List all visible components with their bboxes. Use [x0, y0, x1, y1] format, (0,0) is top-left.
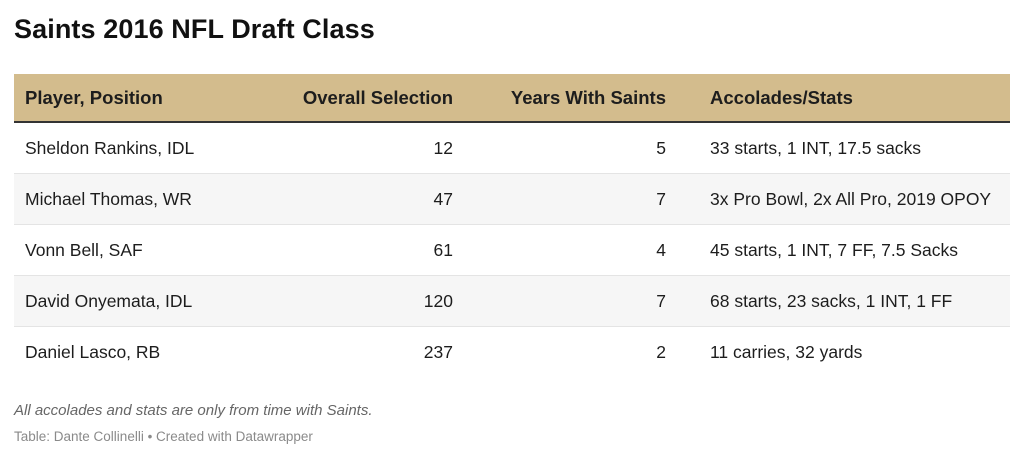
column-header-player[interactable]: Player, Position [14, 74, 261, 123]
column-header-accolades[interactable]: Accolades/Stats [666, 74, 1010, 123]
cell-overall-selection: 47 [261, 173, 453, 225]
cell-player: Vonn Bell, SAF [14, 224, 261, 276]
cell-accolades: 11 carries, 32 yards [710, 341, 863, 362]
header-row: Player, Position Overall Selection Years… [14, 74, 1010, 123]
cell-player: David Onyemata, IDL [14, 275, 261, 327]
table-notes: All accolades and stats are only from ti… [14, 402, 373, 419]
cell-accolades: 45 starts, 1 INT, 7 FF, 7.5 Sacks [666, 224, 1010, 276]
cell-overall-selection: 12 [261, 122, 453, 174]
table-row: Daniel Lasco, RB 237 2 11 carries, 32 ya… [14, 327, 1010, 378]
table-row: Sheldon Rankins, IDL 12 5 33 starts, 1 I… [14, 122, 1010, 174]
cell-years-with-saints: 7 [453, 275, 666, 327]
cell-overall-selection: 61 [261, 224, 453, 276]
cell-years-with-saints: 2 [656, 341, 666, 362]
column-header-years-with-saints[interactable]: Years With Saints [453, 74, 666, 123]
cell-years-with-saints: 5 [453, 122, 666, 174]
cell-years-with-saints: 4 [453, 224, 666, 276]
cell-accolades: 3x Pro Bowl, 2x All Pro, 2019 OPOY [666, 173, 1010, 225]
draft-table: Player, Position Overall Selection Years… [14, 74, 1010, 377]
cell-years-with-saints: 7 [453, 173, 666, 225]
cell-player: Sheldon Rankins, IDL [14, 122, 261, 174]
cell-overall-selection: 237 [423, 341, 453, 362]
table-source: Table: Dante Collinelli • Created with D… [14, 429, 313, 444]
cell-player: Michael Thomas, WR [14, 173, 261, 225]
cell-accolades: 33 starts, 1 INT, 17.5 sacks [666, 122, 1010, 174]
cell-overall-selection: 120 [261, 275, 453, 327]
table-row: David Onyemata, IDL 120 7 68 starts, 23 … [14, 275, 1010, 327]
cell-player: Daniel Lasco, RB [25, 341, 161, 362]
table-row: Michael Thomas, WR 47 7 3x Pro Bowl, 2x … [14, 173, 1010, 225]
cell-accolades: 68 starts, 23 sacks, 1 INT, 1 FF [666, 275, 1010, 327]
page-title: Saints 2016 NFL Draft Class [14, 14, 375, 44]
column-header-overall-selection[interactable]: Overall Selection [261, 74, 453, 123]
table-row: Vonn Bell, SAF 61 4 45 starts, 1 INT, 7 … [14, 224, 1010, 276]
